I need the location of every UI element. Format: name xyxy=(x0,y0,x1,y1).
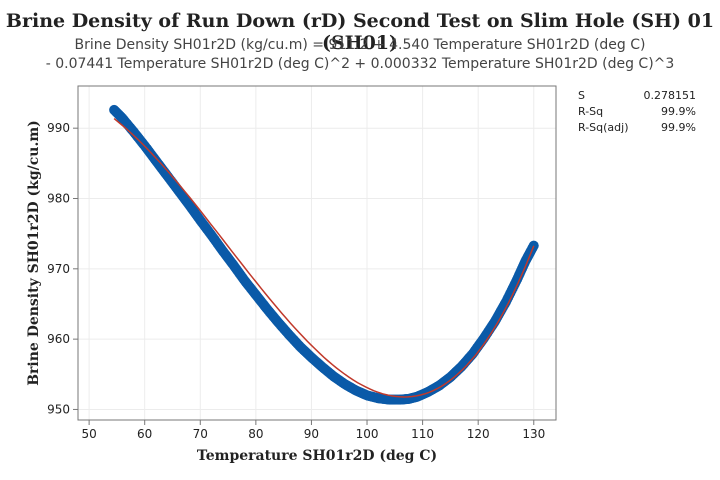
y-tick-label: 970 xyxy=(47,262,70,276)
stat-label: R-Sq xyxy=(578,105,604,118)
ticks-layer: 50 60 70 80 90 100 110 120 130 950 960 970 980 990 xyxy=(47,121,545,441)
points-layer xyxy=(109,104,539,405)
y-tick-label: 950 xyxy=(47,402,70,416)
model-summary-table: S 0.278151 R-Sq 99.9% R-Sq(adj) 99.9% xyxy=(578,88,696,136)
x-tick-label: 90 xyxy=(304,427,319,441)
stat-row-r-sq-adj: R-Sq(adj) 99.9% xyxy=(578,120,696,136)
grid-layer xyxy=(78,86,556,420)
x-tick-label: 70 xyxy=(193,427,208,441)
x-tick-label: 130 xyxy=(522,427,545,441)
stat-value: 99.9% xyxy=(661,121,696,134)
chart-title: Brine Density of Run Down (rD) Second Te… xyxy=(5,10,715,54)
stat-label: R-Sq(adj) xyxy=(578,121,629,134)
regression-equation-line-1: Brine Density SH01r2D (kg/cu.m) = 911.2 … xyxy=(74,37,646,53)
fitted-regression-line xyxy=(113,118,535,398)
x-tick-label: 120 xyxy=(467,427,490,441)
stat-row-s: S 0.278151 xyxy=(578,88,696,104)
stat-value: 0.278151 xyxy=(643,89,697,102)
plot-frame xyxy=(77,85,557,421)
regression-equation-line-2: - 0.07441 Temperature SH01r2D (deg C)^2 … xyxy=(45,56,675,72)
x-axis-label: Temperature SH01r2D (deg C) xyxy=(197,448,437,464)
y-tick-label: 960 xyxy=(47,332,70,346)
x-tick-label: 100 xyxy=(356,427,379,441)
x-tick-label: 80 xyxy=(248,427,263,441)
x-tick-label: 50 xyxy=(81,427,96,441)
data-point xyxy=(528,240,539,251)
x-tick-label: 60 xyxy=(137,427,152,441)
y-tick-label: 980 xyxy=(47,192,70,206)
stat-label: S xyxy=(578,89,585,102)
y-axis-label: Brine Density SH01r2D (kg/cu.m) xyxy=(26,120,42,386)
stat-row-r-sq: R-Sq 99.9% xyxy=(578,104,696,120)
stat-value: 99.9% xyxy=(661,105,696,118)
x-tick-label: 110 xyxy=(411,427,434,441)
y-tick-label: 990 xyxy=(47,121,70,135)
